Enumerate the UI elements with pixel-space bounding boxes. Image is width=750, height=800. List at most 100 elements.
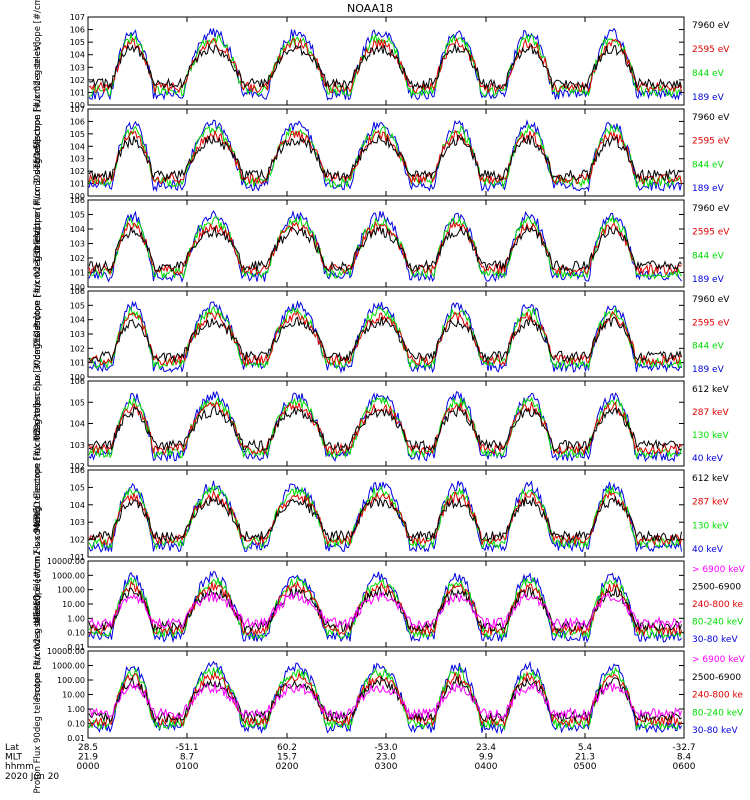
series-trace <box>88 134 682 182</box>
series-trace <box>88 405 682 453</box>
axis-row-value: 15.7 <box>277 753 297 763</box>
axis-row-value: 9.9 <box>479 753 494 763</box>
legend-entry: > 6900 keV <box>692 565 746 575</box>
legend-entry: 844 eV <box>692 160 725 170</box>
y-tick-label: 106 <box>70 196 85 205</box>
chart-panel-5: 102 103 104 105 106 MEPED Electron Flux 0deg … <box>33 316 729 531</box>
chart-panel-2: 100 101 102 103 104 105 106 107 TED Electron Flu… <box>33 42 730 264</box>
panel-frame <box>87 199 685 288</box>
y-tick-label: 0.10 <box>67 629 85 638</box>
y-tick-label: 101 <box>70 88 85 97</box>
y-tick-label: 102 <box>70 167 85 176</box>
series-trace <box>88 224 682 273</box>
y-tick-label: 102 <box>70 254 85 263</box>
bottom-axis-labels: Lat 28.5 -51.1 60.2 -53.0 23.4 5.4 -32.7 MLT 21.9… <box>5 743 696 782</box>
axis-row-value: -53.0 <box>374 743 398 753</box>
legend-entry: 2595 eV <box>692 228 730 238</box>
legend-entry: 844 eV <box>692 69 725 79</box>
y-tick-label: 107 <box>70 13 85 22</box>
y-tick-label: 0.01 <box>67 643 85 652</box>
y-axis-label: MEPED Electron Flux 90deg telescope [#/c… <box>33 403 43 624</box>
legend-entry: 7960 eV <box>692 21 730 31</box>
series-trace <box>88 300 682 374</box>
series-trace <box>88 495 682 543</box>
y-tick-label: 105 <box>70 301 85 310</box>
axis-row-value: 0400 <box>475 762 498 772</box>
y-axis-label: Proton Flux 90deg telescope [#/cm2-s-sd-… <box>33 596 43 794</box>
y-tick-label: 100.00 <box>57 586 85 595</box>
series-trace <box>88 305 682 370</box>
legend-entry: 80-240 keV <box>692 618 744 628</box>
legend-entry: 2500-6900 <box>692 673 741 683</box>
y-tick-label: 100 <box>70 373 85 382</box>
date-label: 2020 Jun 20 <box>5 772 59 782</box>
y-tick-label: 105 <box>70 211 85 220</box>
y-tick-label: 101 <box>70 553 85 562</box>
y-tick-label: 102 <box>70 536 85 545</box>
y-axis-label: TED Electron Flux 0deg telescope [#/cm2-… <box>33 0 43 170</box>
y-tick-label: 102 <box>70 462 85 471</box>
y-tick-label: 105 <box>70 38 85 47</box>
legend-entry: 287 keV <box>692 498 729 508</box>
y-tick-label: 104 <box>70 51 85 60</box>
series-trace <box>88 316 682 364</box>
legend-entry: 30-80 keV <box>692 726 738 736</box>
legend-entry: 287 keV <box>692 408 729 418</box>
legend-entry: 612 keV <box>692 474 729 484</box>
legend-entry: 2595 eV <box>692 45 730 55</box>
figure-title: NOAA18 <box>347 2 393 15</box>
y-tick-label: 104 <box>70 225 85 234</box>
y-tick-label: 103 <box>70 63 85 72</box>
y-tick-label: 105 <box>70 398 85 407</box>
y-axis-label: Proton Flux 0deg telescope [#/cm2-s-sd-k… <box>33 508 43 701</box>
legend-entry: 189 eV <box>692 184 725 194</box>
chart-panel-8: 0.01 0.10 1.00 10.00 100.00 1000.00 10000.00 Pr… <box>33 596 746 794</box>
legend-entry: 130 keV <box>692 521 729 531</box>
y-tick-label: 101 <box>70 359 85 368</box>
axis-row-value: 0600 <box>673 762 696 772</box>
axis-row-value: 8.4 <box>677 753 692 763</box>
y-tick-label: 102 <box>70 344 85 353</box>
y-tick-label: 103 <box>70 240 85 249</box>
y-tick-label: 101 <box>70 269 85 278</box>
legend-entry: 240-800 ke <box>692 691 743 701</box>
panel-frame <box>87 650 685 739</box>
axis-row-value: 28.5 <box>78 743 98 753</box>
legend-entry: 612 keV <box>692 385 729 395</box>
y-tick-label: 106 <box>70 287 85 296</box>
chart-panels: 100 101 102 103 104 105 106 107 TED Electron Flu… <box>33 0 746 793</box>
axis-row-value: 21.3 <box>575 753 595 763</box>
chart-panel-1: 100 101 102 103 104 105 106 107 TED Electron Flu… <box>33 0 730 170</box>
series-trace <box>88 580 682 637</box>
chart-panel-7: 0.01 0.10 1.00 10.00 100.00 1000.00 10000.00 Pr… <box>33 508 746 701</box>
series-trace <box>88 123 682 189</box>
axis-row-value: -51.1 <box>175 743 198 753</box>
y-tick-label: 106 <box>70 466 85 475</box>
axis-row-value: 0500 <box>574 762 597 772</box>
y-tick-label: 10000.00 <box>47 647 85 656</box>
legend-entry: 7960 eV <box>692 113 730 123</box>
legend-entry: > 6900 keV <box>692 655 746 665</box>
legend-entry: 130 keV <box>692 431 729 441</box>
y-tick-label: 100 <box>70 283 85 292</box>
y-tick-label: 10000.00 <box>47 557 85 566</box>
axis-row-value: 23.0 <box>376 753 396 763</box>
axis-row-label: hhmm <box>5 762 34 772</box>
series-trace <box>88 590 682 630</box>
series-trace <box>88 43 682 92</box>
series-trace <box>88 570 682 644</box>
y-tick-label: 105 <box>70 483 85 492</box>
chart-panel-3: 100 101 102 103 104 105 106 TED Proton Flux 0de… <box>33 139 730 349</box>
series-trace <box>88 585 682 634</box>
y-tick-label: 106 <box>70 26 85 35</box>
axis-row-value: -32.7 <box>672 743 695 753</box>
series-trace <box>88 401 682 456</box>
y-axis-label: TED Proton Flux 0deg telescope [#/cm2-s-… <box>33 139 43 349</box>
axis-row-value: 8.7 <box>180 753 194 763</box>
y-tick-label: 104 <box>70 316 85 325</box>
y-tick-label: 103 <box>70 441 85 450</box>
axis-row-label: MLT <box>5 753 23 763</box>
legend-entry: 189 eV <box>692 275 725 285</box>
y-axis-label: MEPED Electron Flux 0deg telescope [#/cm… <box>33 316 43 531</box>
